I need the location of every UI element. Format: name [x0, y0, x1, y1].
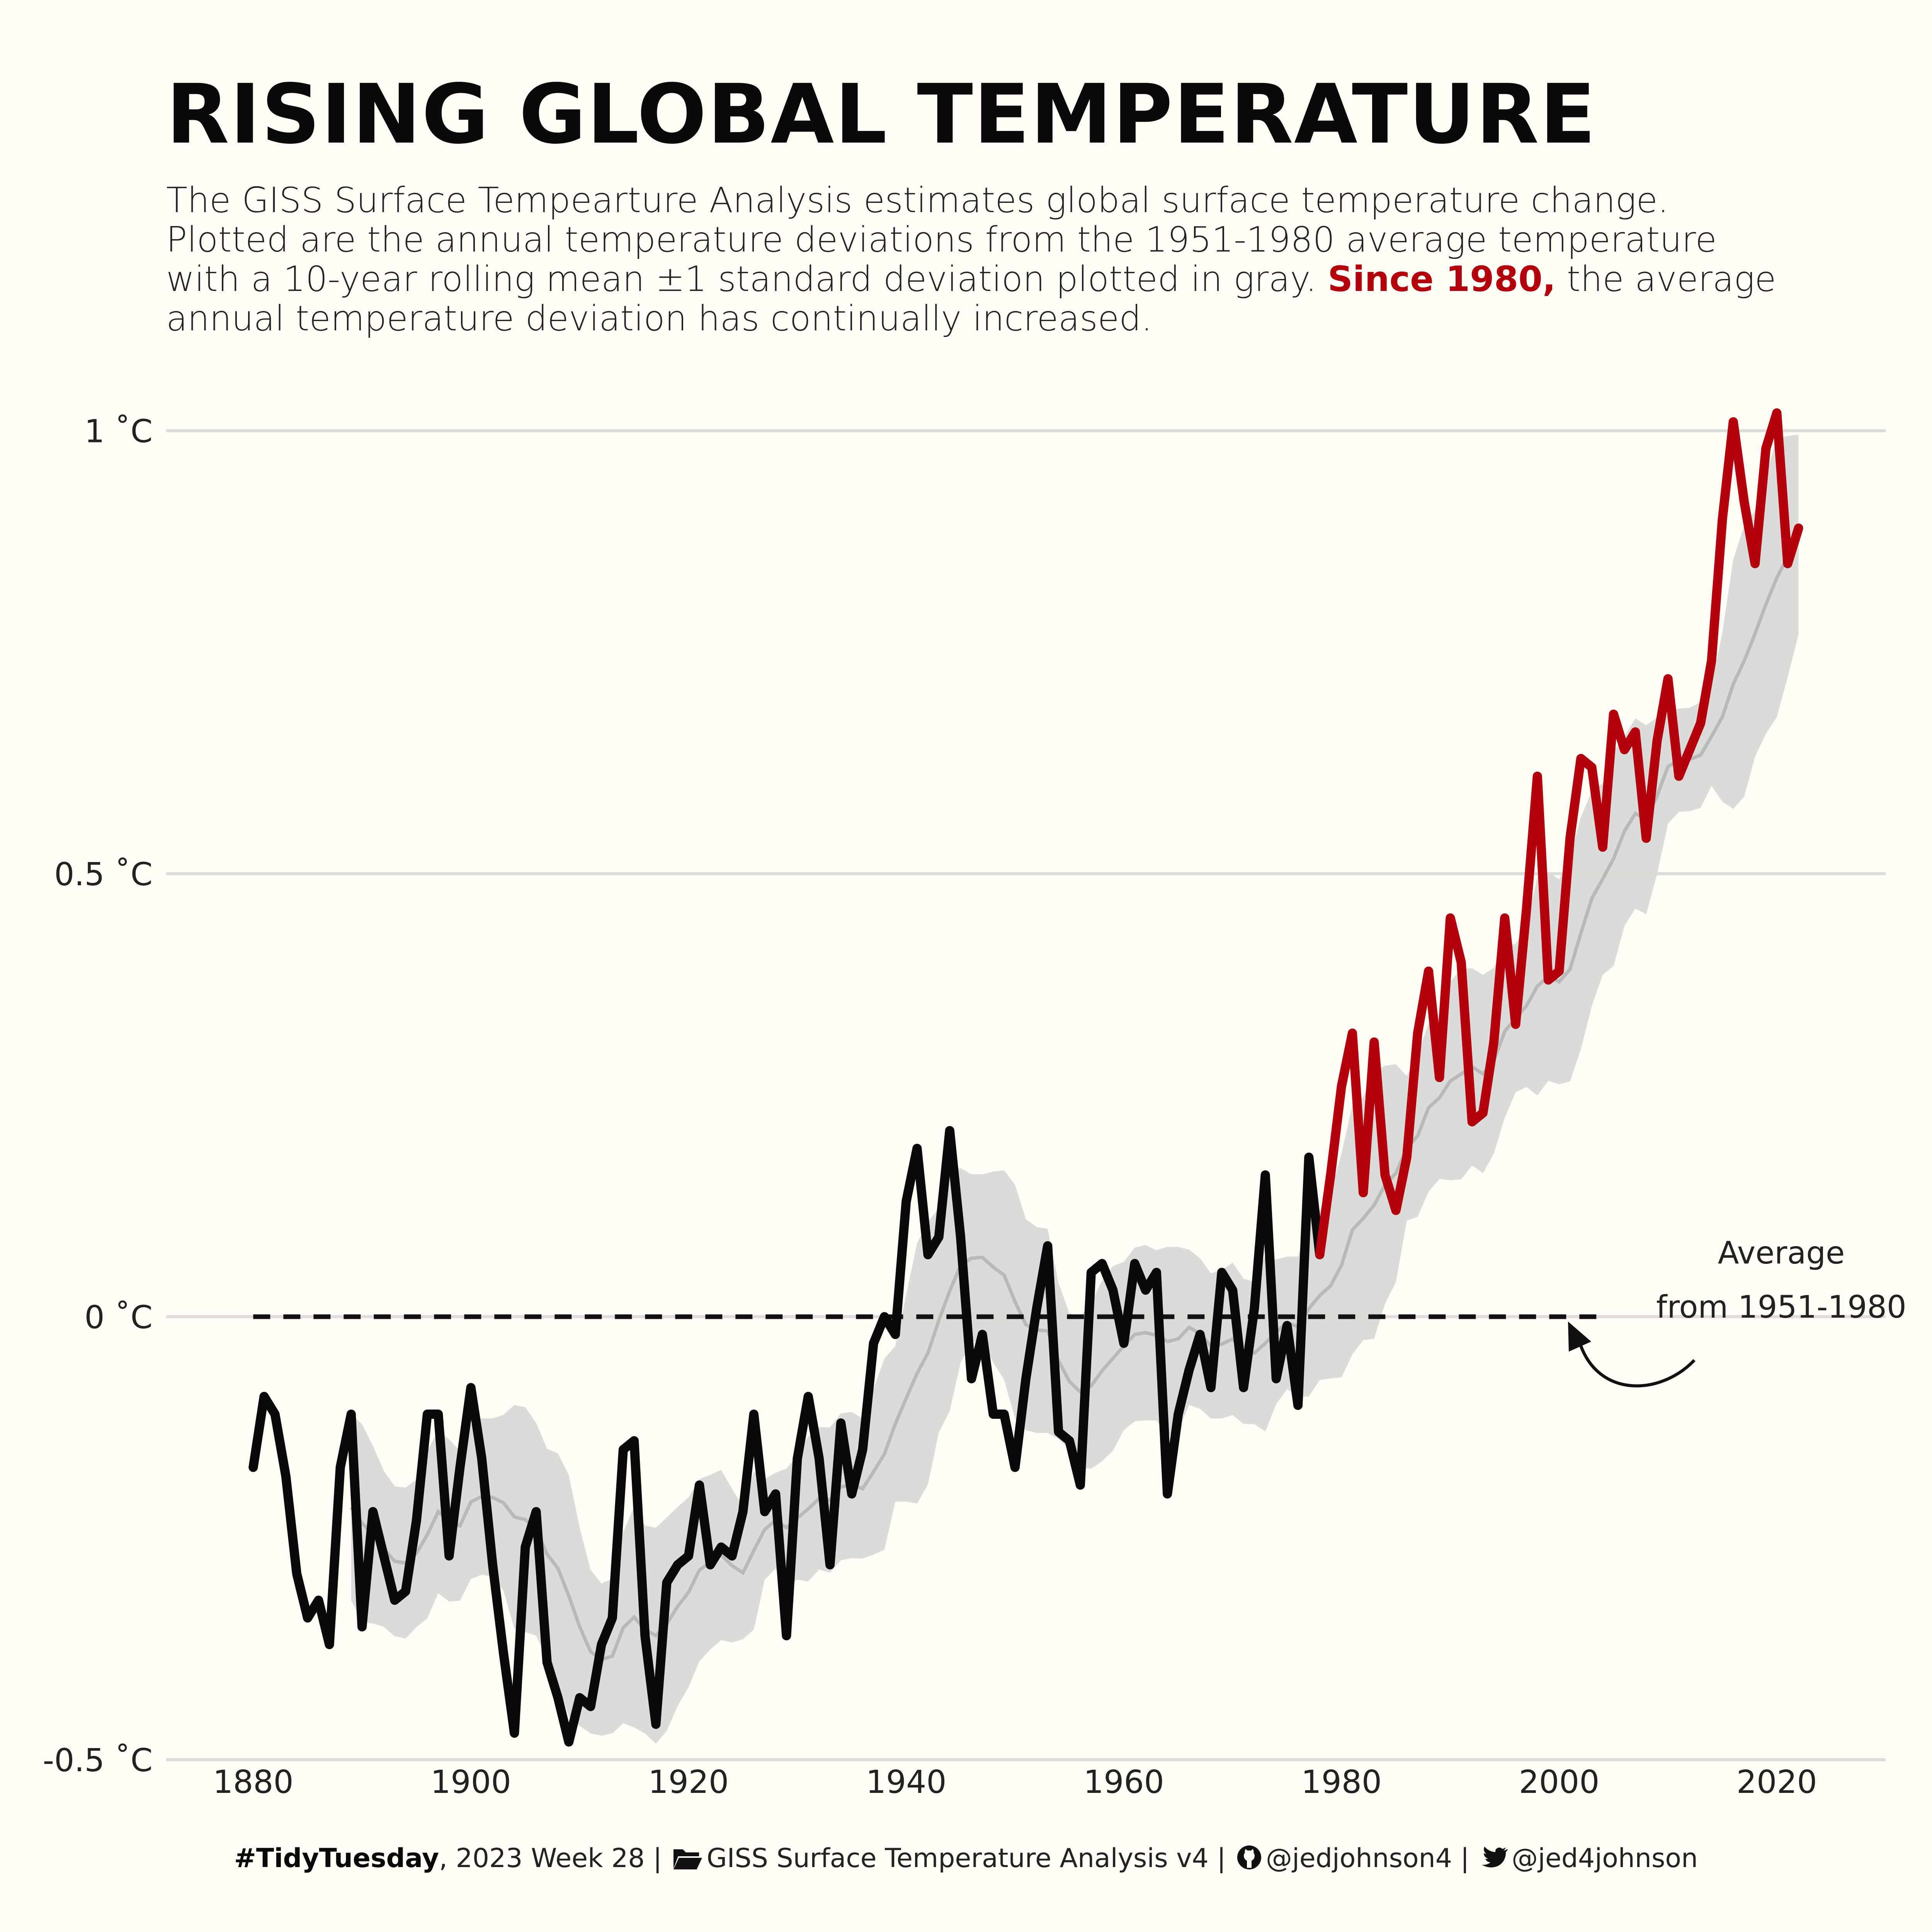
x-tick-labels: 1880 1900 1920 1940 1960 1980 2000 2020: [213, 1764, 1817, 1801]
footer-week: , 2023 Week 28: [439, 1843, 645, 1874]
series-lines: [248, 408, 1803, 1747]
x-tick-label: 1880: [213, 1764, 294, 1801]
y-tick-labels: -0.5 ˚C 0 ˚C 0.5 ˚C 1 ˚C: [43, 413, 153, 1779]
x-tick-label: 1900: [430, 1764, 511, 1801]
subtitle-line-2: Plotted are the annual temperature devia…: [166, 219, 1717, 260]
y-tick-label: -0.5 ˚C: [43, 1742, 153, 1779]
std-band: [351, 434, 1799, 1744]
footer-tag: #TidyTuesday: [234, 1843, 439, 1874]
y-tick-label: 0 ˚C: [85, 1299, 153, 1336]
subtitle-line-3a: with a 10-year rolling mean ±1 standard …: [166, 259, 1328, 299]
footer-github[interactable]: @jedjohnson4: [1265, 1843, 1452, 1874]
x-tick-label: 2020: [1736, 1764, 1817, 1801]
y-tick-label: 1 ˚C: [85, 413, 153, 450]
x-tick-label: 1980: [1301, 1764, 1382, 1801]
annotation-text: from 1951-1980: [1656, 1289, 1906, 1325]
github-icon[interactable]: [1236, 1845, 1262, 1877]
footer-caption: #TidyTuesday, 2023 Week 28 | GISS Surfac…: [0, 1843, 1932, 1877]
chart-subtitle: The GISS Surface Tempearture Analysis es…: [166, 181, 1866, 338]
footer-separator: |: [653, 1843, 662, 1874]
twitter-icon[interactable]: [1480, 1846, 1509, 1877]
footer-separator: |: [1217, 1843, 1226, 1874]
annotation-arrow: [1579, 1344, 1696, 1388]
subtitle-line-3b: the average: [1556, 259, 1776, 299]
folder-open-icon: [673, 1846, 703, 1877]
x-tick-label: 2000: [1519, 1764, 1600, 1801]
series-line-pre-1980: [248, 1126, 1325, 1747]
footer-source: GISS Surface Temperature Analysis v4: [706, 1843, 1209, 1874]
footer-separator: |: [1460, 1843, 1469, 1874]
rolling-mean: [350, 533, 1800, 1662]
subtitle-line-4: annual temperature deviation has continu…: [166, 298, 1153, 339]
series-line-since-1980: [1315, 408, 1803, 1260]
footer-twitter[interactable]: @jed4johnson: [1512, 1843, 1698, 1874]
rolling-mean-line: [350, 533, 1800, 1662]
y-tick-label: 0.5 ˚C: [54, 856, 153, 893]
subtitle-line-1: The GISS Surface Tempearture Analysis es…: [166, 180, 1669, 221]
subtitle-highlight: Since 1980,: [1328, 259, 1556, 299]
x-tick-label: 1940: [866, 1764, 947, 1801]
x-tick-label: 1920: [648, 1764, 729, 1801]
annotation-text: Average: [1718, 1235, 1845, 1271]
annotation: Average from 1951-1980: [1568, 1235, 1906, 1388]
annotation-arrowhead: [1568, 1321, 1591, 1352]
std-band-area: [351, 434, 1799, 1744]
x-tick-label: 1960: [1083, 1764, 1164, 1801]
gridlines: [166, 429, 1886, 1762]
chart-title: RISING GLOBAL TEMPERATURE: [166, 66, 1597, 162]
